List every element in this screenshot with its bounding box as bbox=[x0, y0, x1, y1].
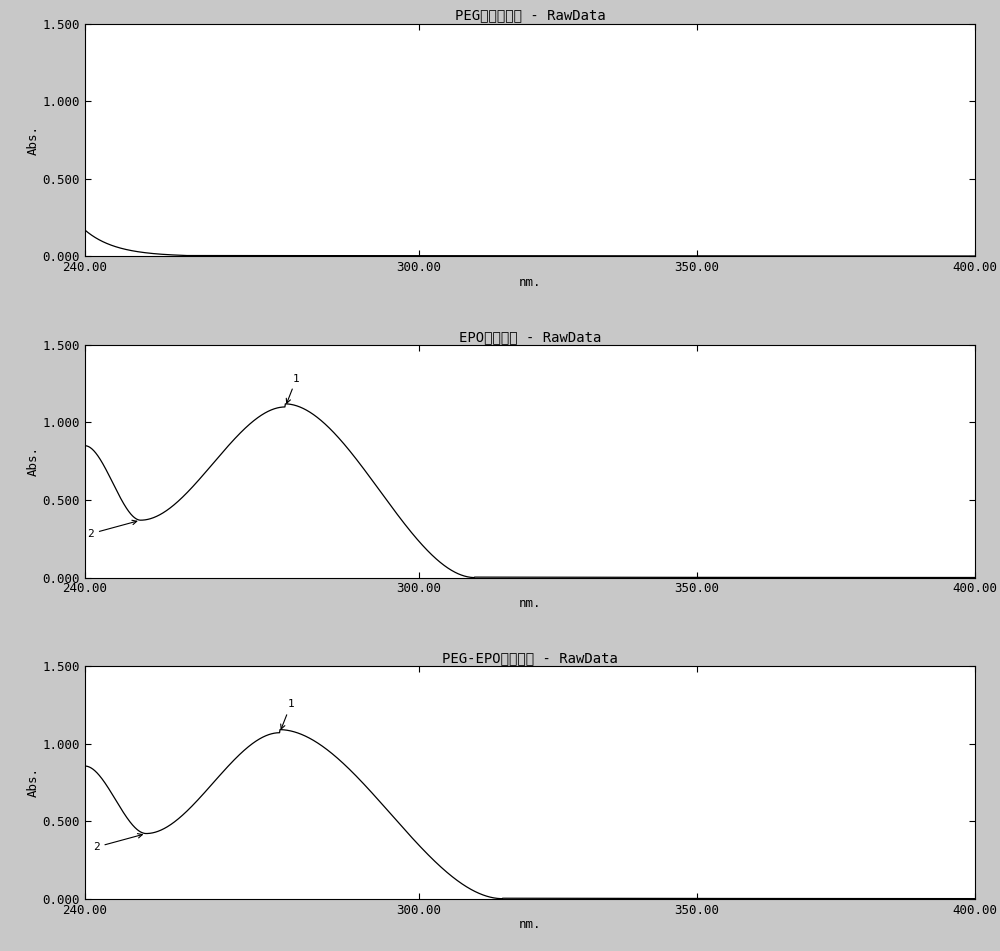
Text: 1: 1 bbox=[281, 699, 294, 729]
X-axis label: nm.: nm. bbox=[519, 276, 541, 289]
X-axis label: nm.: nm. bbox=[519, 597, 541, 610]
X-axis label: nm.: nm. bbox=[519, 918, 541, 931]
Text: 1: 1 bbox=[286, 374, 300, 403]
Y-axis label: Abs.: Abs. bbox=[27, 767, 40, 797]
Y-axis label: Abs.: Abs. bbox=[27, 446, 40, 476]
Text: 2: 2 bbox=[87, 520, 137, 539]
Title: PEG-EPO蛋白样品 - RawData: PEG-EPO蛋白样品 - RawData bbox=[442, 650, 618, 665]
Title: EPO蛋白样品 - RawData: EPO蛋白样品 - RawData bbox=[459, 330, 601, 343]
Text: 2: 2 bbox=[93, 834, 142, 852]
Y-axis label: Abs.: Abs. bbox=[27, 126, 40, 155]
Title: PEG聚合物样品 - RawData: PEG聚合物样品 - RawData bbox=[455, 9, 605, 23]
